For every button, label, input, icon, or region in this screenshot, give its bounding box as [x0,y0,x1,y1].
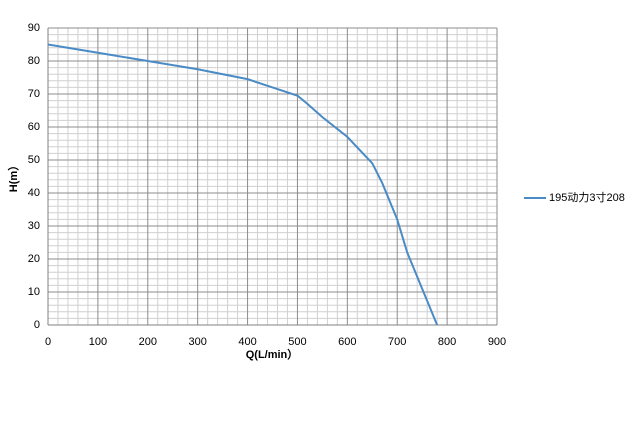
y-tick-label: 0 [34,319,40,331]
y-tick-label: 30 [28,220,40,232]
y-tick-label: 80 [28,55,40,67]
x-tick-label: 100 [89,336,107,348]
y-tick-label: 10 [28,286,40,298]
y-tick-label: 50 [28,154,40,166]
y-tick-label: 90 [28,22,40,34]
x-axis-title: Q(L/min） [246,348,299,361]
x-tick-label: 400 [238,336,256,348]
x-tick-label: 500 [288,336,306,348]
y-tick-label: 70 [28,88,40,100]
line-series [47,43,439,326]
y-tick-label: 60 [28,121,40,133]
x-tick-label: 700 [388,336,406,348]
x-tick-label: 800 [438,336,456,348]
x-tick-label: 0 [45,336,51,348]
legend-label: 195动力3寸208 [549,190,625,204]
y-tick-label: 20 [28,253,40,265]
x-tick-label: 300 [188,336,206,348]
y-axis-title: H(m） [7,160,20,192]
x-tick-label: 200 [139,336,157,348]
y-tick-label: 40 [28,187,40,199]
x-tick-label: 600 [338,336,356,348]
x-tick-label: 900 [488,336,506,348]
